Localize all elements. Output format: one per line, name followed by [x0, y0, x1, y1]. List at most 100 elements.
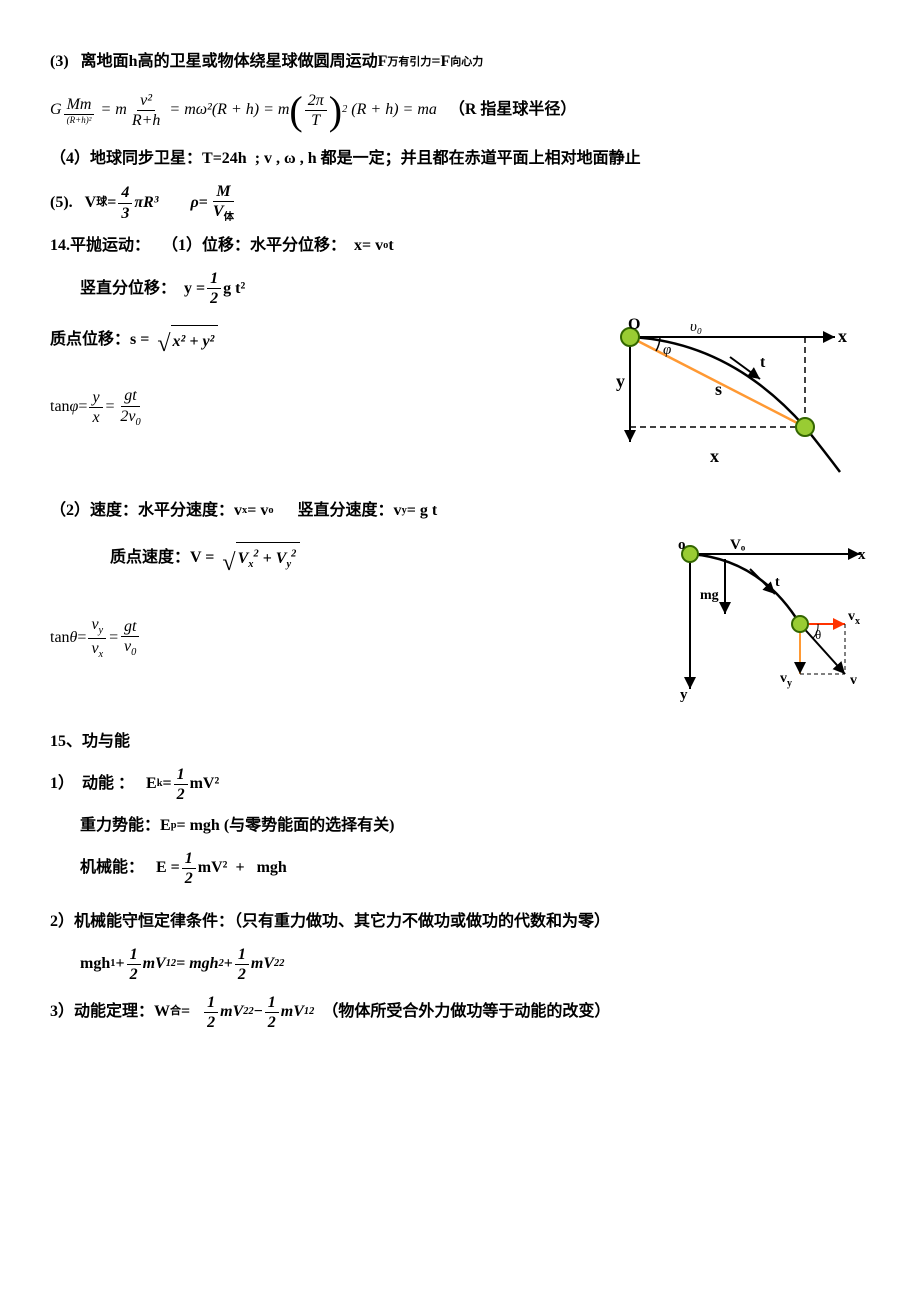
t: = v	[247, 497, 268, 526]
t: mV	[143, 950, 166, 979]
item-15-2: 重力势能：E p = mgh (与零势能面的选择有关)	[80, 812, 870, 841]
velocity-line: （2）速度：水平分速度：v x = v o 竖直分速度：v y = g t	[50, 497, 870, 526]
velocity-row: 质点速度：V = √ Vx2 + Vy2 tan θ = vy vx = gt …	[50, 534, 870, 720]
svg-text:vy: vy	[780, 671, 792, 689]
s: y	[99, 625, 104, 636]
item-3: (3) 离地面 h 高的卫星或物体绕星球做圆周运动 F 万有引力 =F 向心力	[50, 48, 870, 77]
frac-half3: 1 2	[182, 849, 196, 888]
l: v	[850, 673, 857, 688]
den: 2	[174, 785, 188, 804]
t: 3）动能定理：W	[50, 998, 170, 1027]
t: mV²	[190, 770, 220, 799]
t: 14.	[50, 232, 70, 261]
frac-gt2v0: gt 2v0	[117, 386, 143, 429]
l: Vₒ	[730, 537, 746, 553]
num: 1	[174, 765, 188, 785]
mw2: mω²(R + h) = m	[184, 96, 289, 125]
t: 1） 动能 ： E	[50, 770, 157, 799]
t: (3) 离地面	[50, 48, 129, 77]
num: Mm	[64, 95, 95, 115]
rhma: (R + h) = ma	[351, 96, 437, 125]
frac-43: 4 3	[118, 183, 132, 222]
tanphi-formula: tan φ = y x = gt 2v0	[50, 386, 590, 429]
num: v²	[137, 91, 155, 111]
frac-half7: 1 2	[265, 993, 279, 1032]
sqrt-v: √ Vx2 + Vy2	[222, 542, 300, 575]
l: o	[678, 537, 686, 553]
lbl: y	[616, 371, 625, 391]
m: m	[115, 96, 127, 125]
eq: =	[78, 393, 87, 422]
den: 3	[118, 204, 132, 223]
sub: 万有引力	[387, 53, 431, 73]
t: tan	[50, 624, 70, 653]
t: 15、功与能	[50, 728, 130, 757]
t: 高的卫星或物体绕星球做圆周运动	[138, 48, 378, 77]
lbl: x	[838, 326, 847, 346]
phi: φ	[70, 393, 79, 422]
l: x	[855, 616, 860, 627]
s: x	[248, 559, 253, 570]
t: mV	[220, 998, 243, 1027]
rad: x² + y²	[171, 325, 219, 357]
t: (5). V	[50, 189, 96, 218]
den: 2	[204, 1013, 218, 1032]
t: = mgh	[176, 950, 218, 979]
t: =	[107, 189, 116, 218]
den: R+h	[129, 111, 164, 130]
item-15: 15、功与能	[50, 728, 870, 757]
l: y	[680, 687, 688, 703]
t: （4）地球同步卫星：	[50, 145, 202, 174]
svg-text:vx: vx	[848, 609, 860, 627]
frac-vyvx: vy vx	[88, 615, 106, 661]
t: T=24h	[202, 145, 247, 174]
l: θ	[815, 627, 821, 642]
den: 2	[207, 289, 221, 308]
t: mV	[281, 998, 304, 1027]
num: 4	[118, 183, 132, 203]
den: (R+h)²	[64, 115, 95, 126]
eq: =	[199, 189, 208, 218]
frac-half2: 1 2	[174, 765, 188, 804]
t: v	[91, 616, 98, 633]
t: mV² + mgh	[198, 854, 287, 883]
frac-half5: 1 2	[235, 945, 249, 984]
t: 2）机械能守恒定律条件：（只有重力做功、其它力不做功或做功的代数和为零）	[50, 908, 610, 937]
num: 1	[182, 849, 196, 869]
s: 0	[131, 647, 136, 658]
den: T	[308, 111, 323, 130]
lbl: O	[628, 317, 640, 333]
theta: θ	[70, 624, 78, 653]
t: mgh	[80, 950, 110, 979]
num: 2π	[305, 91, 327, 111]
item-15-cons: 2）机械能守恒定律条件：（只有重力做功、其它力不做功或做功的代数和为零）	[50, 908, 870, 937]
num: 1	[265, 993, 279, 1013]
s: 2	[253, 549, 258, 560]
item-15-3: 机械能： E = 1 2 mV² + mgh	[80, 849, 870, 888]
lbl: x	[710, 446, 719, 466]
t: −	[254, 998, 263, 1027]
orbit-formula: G Mm (R+h)² = m v² R+h = mω²(R + h) = m …	[50, 91, 870, 131]
t: = g t	[407, 497, 437, 526]
num: 1	[207, 269, 221, 289]
cons-formula: mgh 1 + 1 2 mV 1 2 = mgh 2 + 1 2 mV 2 2	[80, 945, 870, 984]
den: 2	[127, 965, 141, 984]
t: +	[115, 950, 124, 979]
l: v	[848, 609, 855, 624]
num: M	[213, 182, 233, 202]
fig2-svg: o Vₒ x y mg t θ vx vy v	[670, 534, 870, 709]
projectile-figure-2: o Vₒ x y mg t θ vx vy v	[670, 534, 870, 720]
displacement-row: 质点位移：s = √ x² + y² tan φ = y x = gt 2v0	[50, 317, 870, 488]
tantheta-formula: tan θ = vy vx = gt v0	[50, 615, 650, 661]
lbl: s	[715, 379, 722, 399]
t: h	[129, 48, 138, 77]
l: x	[858, 547, 866, 563]
frac-gtv0: gt v0	[121, 617, 139, 660]
frac-half4: 1 2	[127, 945, 141, 984]
den: 2	[182, 869, 196, 888]
G: G	[50, 96, 62, 125]
disp-formula: 质点位移：s = √ x² + y²	[50, 325, 590, 357]
frac-v2: v² R+h	[129, 91, 164, 130]
t: 质点位移：s =	[50, 326, 157, 355]
piR3: πR³	[134, 189, 158, 218]
